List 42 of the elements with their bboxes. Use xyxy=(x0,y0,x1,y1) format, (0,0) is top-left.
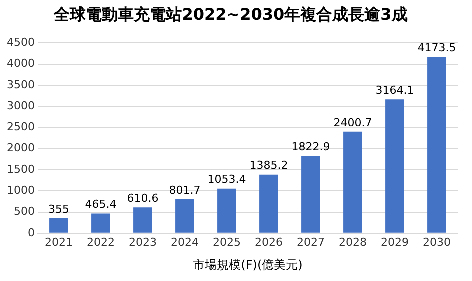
data-label: 4173.5 xyxy=(418,41,456,54)
data-label: 610.6 xyxy=(127,192,159,205)
x-tick-label: 2029 xyxy=(381,236,409,249)
y-tick-label: 3500 xyxy=(6,78,35,92)
x-tick-label: 2024 xyxy=(170,236,199,249)
y-tick-label: 2000 xyxy=(6,142,35,155)
data-label: 355 xyxy=(48,202,70,216)
data-label: 465.4 xyxy=(85,198,117,212)
y-tick-label: 4000 xyxy=(6,57,35,70)
data-label: 3164.1 xyxy=(376,84,414,98)
bar xyxy=(428,57,446,233)
bar xyxy=(302,156,320,233)
bar xyxy=(176,200,194,233)
bar xyxy=(386,100,404,233)
chart-title: 全球電動車充電站2022~2030年複合成長逾3成 xyxy=(53,4,408,24)
y-tick-label: 1500 xyxy=(6,162,35,176)
x-tick-label: 2027 xyxy=(297,236,325,249)
data-label: 801.7 xyxy=(169,184,201,197)
y-tick-label: 4500 xyxy=(6,36,35,50)
x-tick-label: 2028 xyxy=(339,236,367,249)
y-tick-label: 0 xyxy=(28,226,35,240)
bar xyxy=(134,208,152,233)
x-tick-label: 2021 xyxy=(44,236,73,249)
x-tick-label: 2022 xyxy=(86,236,115,249)
bar xyxy=(218,188,236,233)
x-tick-label: 2030 xyxy=(423,236,451,249)
data-label: 1822.9 xyxy=(292,140,330,154)
y-tick-label: 500 xyxy=(14,205,35,218)
x-tick-label: 2023 xyxy=(128,236,157,249)
bar xyxy=(344,132,362,233)
x-tick-label: 2026 xyxy=(254,236,283,249)
x-tick-label: 2025 xyxy=(212,236,241,249)
data-label: 1053.4 xyxy=(208,173,246,186)
y-tick-label: 3000 xyxy=(6,99,35,112)
bar xyxy=(260,174,278,233)
bar xyxy=(50,218,68,233)
data-label: 1385.2 xyxy=(250,159,288,172)
bar xyxy=(92,214,110,233)
data-label: 2400.7 xyxy=(334,116,372,130)
y-tick-label: 1000 xyxy=(6,184,35,197)
x-axis-title: 市場規模(F)(億美元) xyxy=(193,258,303,272)
y-tick-label: 2500 xyxy=(6,120,35,134)
